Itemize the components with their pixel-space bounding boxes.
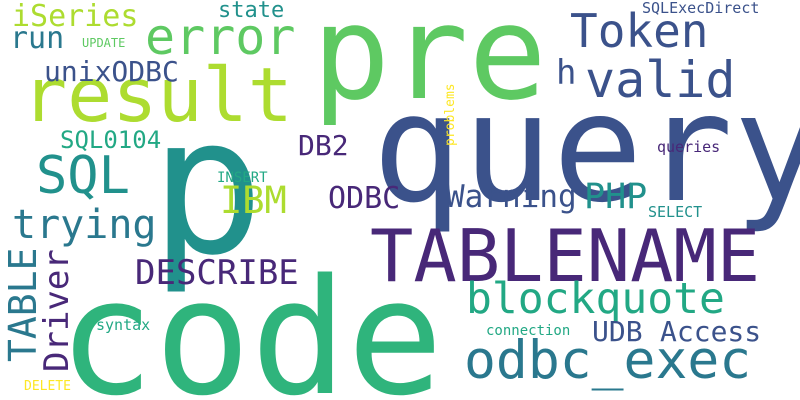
word-sqlexecdirect: SQLExecDirect [642, 0, 760, 17]
word-run: run [10, 21, 65, 56]
word-tablename: TABLENAME [370, 214, 761, 298]
word-ibm: IBM [220, 179, 287, 222]
word-pre: pre [312, 0, 547, 129]
word-access: Access [660, 315, 762, 348]
word-warning: Warning [446, 179, 577, 215]
word-driver: Driver [37, 249, 77, 372]
word-query: query [372, 62, 800, 236]
word-delete: DELETE [24, 379, 71, 394]
word-describe: DESCRIBE [135, 253, 299, 293]
word-insert: INSERT [217, 170, 268, 186]
word-p: p [150, 76, 265, 297]
word-unixodbc: unixODBC [44, 55, 179, 88]
word-iseries: iSeries [12, 0, 139, 34]
word-queries: queries [657, 138, 721, 156]
word-select: SELECT [648, 203, 703, 221]
word-result: result [22, 51, 293, 139]
word-problems: problems [443, 83, 458, 146]
word-sql0104: SQL0104 [60, 126, 162, 154]
word-udb: UDB [592, 315, 643, 348]
word-error: error [145, 8, 296, 66]
word-update: UPDATE [82, 36, 126, 50]
word-token: Token [570, 4, 709, 58]
word-valid: valid [585, 51, 736, 109]
word-blockquote: blockquote [466, 274, 725, 324]
word-syntax: syntax [96, 316, 151, 334]
word-trying: trying [12, 202, 157, 248]
word-sql: SQL [36, 146, 130, 206]
word-odbc-exec: odbc_exec [464, 330, 752, 391]
word-db2: DB2 [298, 129, 349, 162]
word-php: PHP [584, 177, 648, 217]
word-h: h [556, 53, 577, 93]
word-connection: connection [486, 323, 571, 339]
word-code: code [58, 244, 444, 400]
word-odbc: ODBC [328, 181, 401, 216]
word-state: state [218, 0, 285, 23]
